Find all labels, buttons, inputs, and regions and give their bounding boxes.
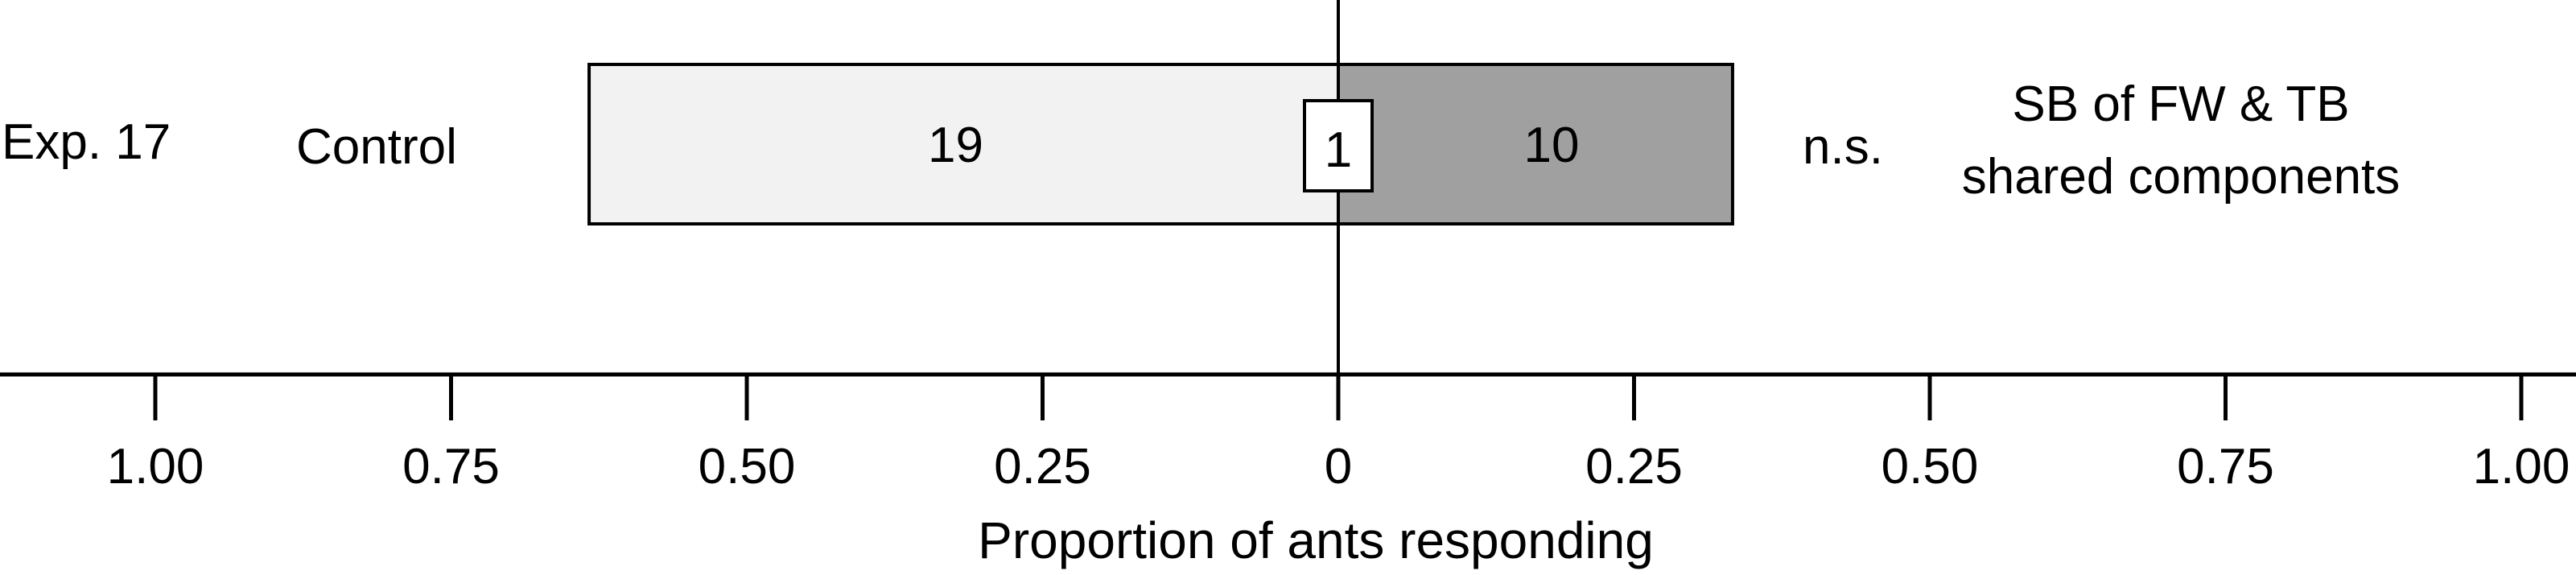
left-condition-label: Control: [296, 119, 457, 175]
x-axis-ticks: 1.00 0.75 0.50 0.25 0 0.25 0.50 0.75 1.00: [107, 374, 2570, 494]
bar-left-control: [587, 63, 1340, 225]
significance-label: n.s.: [1803, 119, 1883, 175]
right-condition-label-line-1: SB of FW & TB: [2012, 77, 2349, 132]
right-condition-label-line-2: shared components: [1962, 149, 2401, 205]
x-tick-label: 0.50: [699, 439, 796, 494]
x-tick-label: 1.00: [107, 439, 204, 494]
x-tick-label: 0.75: [402, 439, 500, 494]
x-tick-label: 0.25: [1585, 439, 1683, 494]
experiment-label: Exp. 17: [2, 114, 171, 170]
x-axis-title: Proportion of ants responding: [978, 511, 1654, 569]
x-tick-label: 0: [1325, 439, 1352, 494]
x-tick-label: 0.75: [2177, 439, 2274, 494]
bar-right-treatment: [1337, 63, 1734, 225]
left-count-label: 19: [928, 118, 983, 173]
no-choice-box: [1303, 99, 1374, 192]
x-tick-label: 1.00: [2473, 439, 2570, 494]
no-choice-count-label: 1: [1325, 122, 1352, 178]
right-count-label: 10: [1523, 118, 1579, 173]
x-tick-label: 0.50: [1882, 439, 1979, 494]
x-tick-label: 0.25: [994, 439, 1091, 494]
